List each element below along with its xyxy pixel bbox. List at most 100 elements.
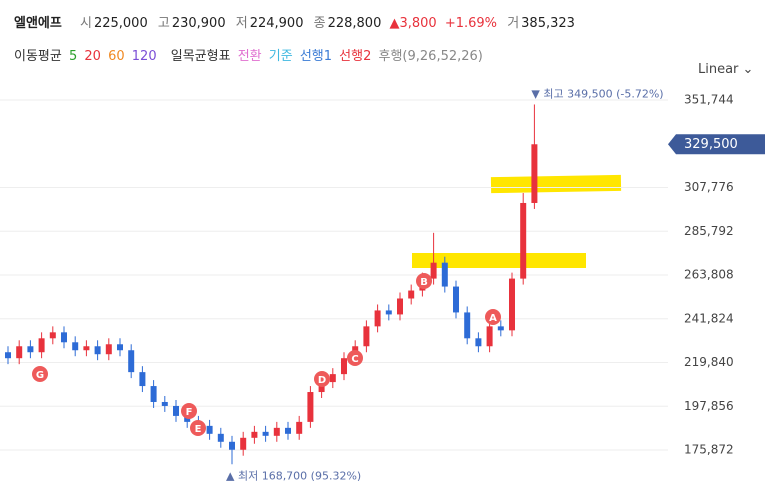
- field-value: 230,900: [171, 16, 226, 31]
- highlight-box: [412, 253, 586, 268]
- high-annotation: ▼ 최고 349,500 (-5.72%): [531, 87, 663, 100]
- candle-body: [273, 427, 280, 436]
- scale-mode-text[interactable]: Linear: [698, 62, 739, 77]
- field: 고 230,900: [152, 16, 226, 31]
- y-tick-label: 175,872: [684, 443, 734, 457]
- field: 시 225,000: [74, 16, 148, 31]
- ma-period[interactable]: 20: [84, 49, 101, 64]
- candle-body: [453, 286, 459, 313]
- candle-body: [117, 344, 123, 351]
- y-tick-label: 307,776: [684, 180, 734, 194]
- field-label: 저: [235, 16, 248, 31]
- signal-marker: G: [32, 366, 48, 382]
- ichimoku-line[interactable]: 후행(9,26,52,26): [378, 49, 483, 64]
- ichimoku-line[interactable]: 전환: [237, 49, 262, 64]
- field-label: 종: [313, 16, 326, 31]
- y-tick-label: 351,744: [684, 93, 734, 107]
- candle-body: [217, 433, 224, 442]
- marker-label: E: [195, 424, 202, 435]
- candle-body: [520, 202, 527, 279]
- ma-period[interactable]: 120: [131, 49, 157, 64]
- field-label: 시: [79, 16, 92, 31]
- field: 종 228,800: [308, 16, 382, 31]
- signal-marker: C: [347, 350, 363, 366]
- candle-body: [441, 262, 448, 287]
- candle-body: [285, 427, 291, 434]
- candle-body: [27, 346, 34, 353]
- candle-body: [94, 346, 101, 355]
- candle-body: [72, 342, 79, 351]
- candle-body: [397, 298, 403, 315]
- marker-circle: [314, 371, 330, 387]
- ichimoku-label[interactable]: 일목균형표: [170, 49, 231, 64]
- volume: 385,323: [521, 16, 575, 31]
- signal-marker: D: [314, 371, 330, 387]
- indicator-legend[interactable]: 이동평균 5 20 60 120 일목균형표 전환 기준 선행1 선행2 후행(…: [14, 45, 486, 64]
- price-tag: [668, 134, 765, 155]
- candle-body: [486, 326, 493, 347]
- marker-circle: [485, 309, 501, 325]
- ma-label[interactable]: 이동평균: [14, 49, 62, 64]
- change: ▲3,800: [389, 16, 437, 31]
- marker-label: B: [420, 277, 428, 288]
- ma-period[interactable]: 60: [108, 49, 125, 64]
- signal-marker: B: [416, 273, 432, 289]
- candle-body: [184, 415, 191, 422]
- candle-body: [509, 278, 515, 331]
- candle-body: [464, 312, 471, 339]
- ichimoku-line[interactable]: 기준: [268, 49, 293, 64]
- candle-body: [363, 326, 370, 347]
- low-annotation: ▲ 최저 168,700 (95.32%): [226, 469, 361, 482]
- candle-body: [497, 326, 504, 331]
- candle-body: [296, 421, 303, 434]
- ichimoku-line[interactable]: 선행2: [339, 49, 372, 64]
- candle-body: [262, 431, 269, 436]
- volume-label: 거: [507, 16, 520, 31]
- candle-body: [173, 405, 179, 416]
- field: 저 224,900: [230, 16, 304, 31]
- ma-period[interactable]: 5: [68, 49, 78, 64]
- candle-body: [329, 374, 336, 383]
- candle-body: [83, 346, 90, 351]
- field-value: 224,900: [249, 16, 304, 31]
- signal-marker: A: [485, 309, 501, 325]
- marker-circle: [181, 403, 197, 419]
- candle-body: [341, 358, 347, 375]
- y-tick-label: 219,840: [684, 355, 734, 369]
- header: 엘앤에프 시 225,000 고 230,900 저 224,900 종 228,800…: [14, 12, 575, 31]
- candle-body: [38, 338, 45, 353]
- change-pct: +1.69%: [444, 16, 498, 31]
- field-value: 225,000: [93, 16, 148, 31]
- candle-body: [61, 332, 67, 343]
- marker-circle: [32, 366, 48, 382]
- marker-circle: [416, 273, 432, 289]
- candle-body: [105, 344, 112, 355]
- candle-body: [385, 310, 392, 315]
- candle-body: [430, 262, 437, 279]
- y-tick-label: 241,824: [684, 311, 734, 325]
- candle-body: [5, 352, 11, 359]
- candle-body: [229, 441, 235, 450]
- marker-circle: [347, 350, 363, 366]
- candle-body: [475, 338, 482, 347]
- candle-body: [318, 382, 325, 393]
- candle-body: [374, 310, 381, 327]
- marker-label: F: [186, 407, 193, 418]
- scale-mode[interactable]: Linear ⌄: [698, 62, 754, 77]
- marker-label: G: [36, 370, 44, 381]
- ichimoku-line[interactable]: 선행1: [299, 49, 333, 64]
- marker-label: D: [318, 375, 326, 386]
- candle-body: [139, 372, 146, 387]
- signal-marker: F: [181, 403, 197, 419]
- candle-body: [16, 346, 23, 359]
- candle-body: [531, 144, 538, 203]
- candle-body: [206, 425, 213, 434]
- marker-circle: [190, 420, 206, 436]
- marker-label: C: [351, 354, 358, 365]
- highlight-box: [490, 174, 622, 194]
- candle-body: [251, 431, 258, 438]
- candle-body: [150, 386, 157, 402]
- y-tick-label: 285,792: [684, 224, 734, 238]
